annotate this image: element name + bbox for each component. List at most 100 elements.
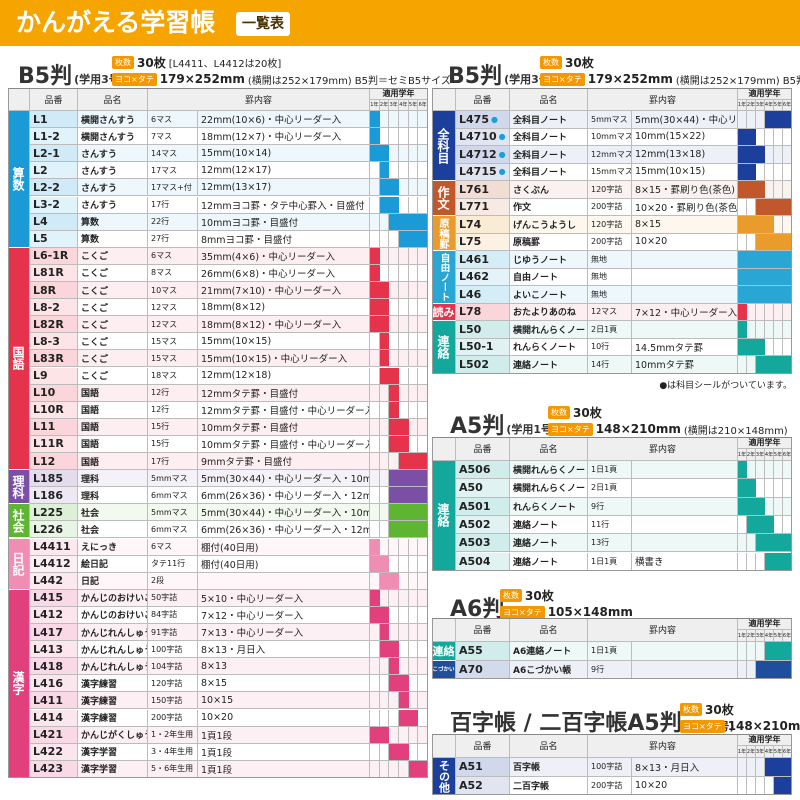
product-name: 全科目ノート [510, 128, 588, 146]
product-code-text: L81R [33, 266, 64, 280]
spec-sheets-label: 枚数 [112, 55, 134, 69]
grade-cell [379, 521, 390, 539]
rule-short: 10マス [148, 282, 198, 300]
product-name: 漢字練習 [78, 692, 148, 710]
rule-long [632, 479, 738, 498]
spec-size-label: ヨコ×タテ [112, 72, 157, 86]
rule-long: 18mm(8×12) [198, 299, 370, 317]
row-bg [456, 534, 792, 553]
grade-cell [379, 504, 390, 522]
grade-bar [738, 479, 756, 497]
grade-cell [747, 758, 756, 777]
rule-short: 100字詰 [148, 641, 198, 659]
grade-bar [370, 111, 380, 128]
rule-long: 8×15 [632, 216, 738, 234]
grade-label: 3年 [756, 630, 765, 642]
spec-sheets-label: 枚数 [548, 405, 570, 419]
grade-cell [370, 521, 380, 539]
grade-cell [408, 282, 419, 300]
row-bg [456, 497, 792, 516]
grade-bar [379, 350, 390, 367]
product-code-text: L4710 [459, 130, 497, 144]
rule-short: 150字詰 [148, 692, 198, 710]
product-name: れんらくノート [510, 338, 588, 356]
grade-cell [379, 435, 390, 453]
rule-long [632, 497, 738, 516]
row-bg [30, 299, 428, 317]
grade-cell [370, 162, 380, 180]
grade-cell [399, 641, 409, 659]
rule-long: 10mmタテ罫・目盛付・中心リーダー入 [198, 435, 370, 453]
row-bg [30, 538, 428, 556]
spec-sheets-note: [L4411、L4412は20枚] [168, 58, 282, 70]
spec-size: 148×210mm [595, 422, 681, 436]
grade-cell [399, 401, 409, 419]
product-name: 横開さんすう [78, 111, 148, 129]
grade-bar [399, 453, 428, 470]
product-code-text: L462 [459, 270, 489, 284]
rule-long: 12mmタテ罫・目盛付・中心リーダー入 [198, 401, 370, 419]
rule-short: 15行 [148, 435, 198, 453]
row-bg [456, 233, 792, 251]
product-name: 社会 [78, 504, 148, 522]
spec-line: 枚数 30枚 [500, 587, 554, 603]
rule-short: 2日1頁 [588, 321, 632, 339]
grade-cell [756, 461, 765, 480]
grade-cell [379, 709, 390, 727]
product-code: L502 [456, 356, 510, 374]
product-name: じゆうノート [510, 251, 588, 269]
grade-bar [738, 338, 765, 355]
spec-sheets: 30枚 [565, 55, 594, 70]
row-bg [456, 338, 792, 356]
group-label: 理科 [8, 470, 30, 505]
header-name: 品名 [510, 88, 588, 111]
grade-bar [765, 642, 792, 660]
grade-cell [408, 555, 419, 573]
product-name: 理科 [78, 487, 148, 505]
product-code-text: L416 [33, 676, 63, 690]
product-code-text: L10R [33, 403, 64, 417]
grade-label: 5年 [408, 99, 419, 111]
grade-cell [765, 128, 774, 146]
product-code: L475 ● [456, 111, 510, 129]
header-code: 品番 [456, 618, 510, 642]
product-code-text: L1-2 [33, 129, 60, 143]
row-bg [30, 111, 428, 129]
grade-cell [379, 384, 390, 402]
grade-cell [399, 162, 409, 180]
product-name: 国語 [78, 384, 148, 402]
product-code: L413 [30, 641, 78, 659]
spec-extra: B5判＝セミB5サイズ [782, 75, 800, 87]
row-bg [30, 658, 428, 676]
grade-cell [774, 146, 783, 164]
group-label: 全科目 [432, 111, 456, 181]
product-code-text: L78 [459, 305, 482, 319]
rule-long [632, 515, 738, 535]
rule-short: 1日1頁 [588, 461, 632, 480]
row-bg [456, 251, 792, 269]
rule-long: 15mm(10×14) [198, 145, 370, 163]
rule-long [632, 286, 738, 304]
grade-cell [774, 163, 783, 181]
table-border [432, 734, 792, 795]
grade-bar [370, 589, 380, 606]
rule-long: 5×10・中心リーダー入 [198, 589, 370, 607]
grade-cell [408, 111, 419, 129]
grade-bar [408, 760, 428, 777]
rule-short: 9行 [588, 497, 632, 516]
grade-cell [389, 453, 399, 471]
grade-bar [389, 504, 428, 521]
row-bg [30, 264, 428, 282]
grade-bar [379, 179, 399, 196]
grade-cell [399, 196, 409, 214]
grade-cell [379, 418, 390, 436]
grade-cell [399, 145, 409, 163]
grade-cell [408, 316, 419, 334]
spec-size-label: ヨコ×タテ [500, 605, 545, 619]
row-bg [456, 776, 792, 795]
grade-bar [389, 470, 428, 487]
product-name: 国語 [78, 453, 148, 471]
rule-long: 12mmヨコ罫・タテ中心罫入・目盛付 [198, 196, 370, 214]
product-code-text: L475 [459, 112, 489, 126]
grade-cell [389, 624, 399, 642]
